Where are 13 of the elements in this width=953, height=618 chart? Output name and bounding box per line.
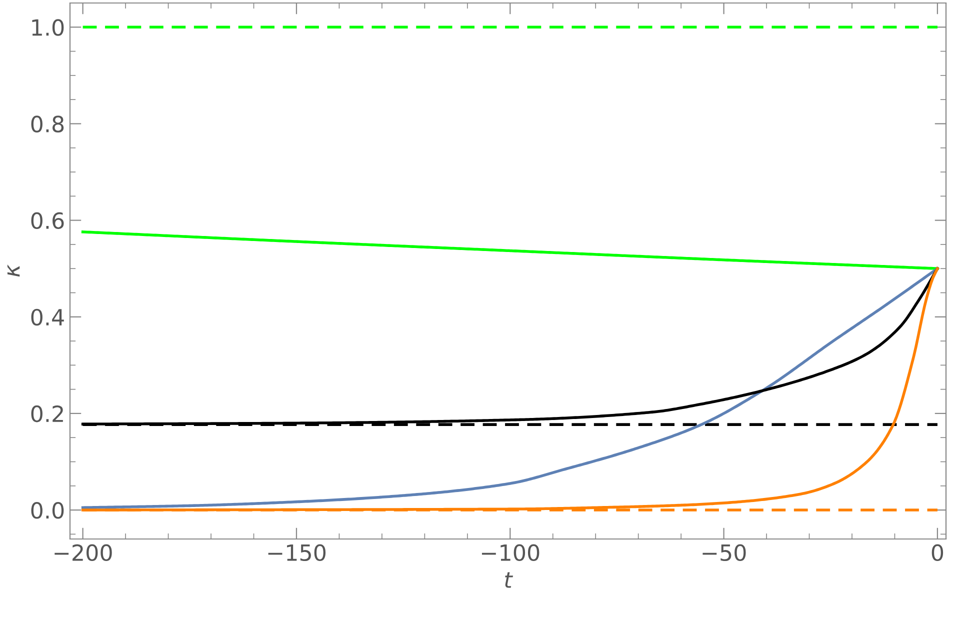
y-axis-title: κ — [7, 264, 20, 277]
x-tick-label: 0 — [932, 544, 944, 562]
y-tick-label: 0.4 — [31, 308, 64, 326]
y-tick-label: 1.0 — [32, 19, 64, 36]
y-tick-label: 0.6 — [31, 212, 64, 230]
x-axis-title: t — [505, 572, 514, 588]
x-tick-label: −50 — [702, 544, 746, 562]
x-tick-label: −100 — [482, 544, 540, 562]
x-tick-label: −200 — [54, 544, 112, 562]
y-tick-label: 0.2 — [31, 405, 63, 422]
y-tick-label: 0.0 — [31, 502, 64, 519]
y-tick-label: 0.8 — [31, 116, 64, 132]
x-tick-label: −150 — [268, 544, 326, 562]
